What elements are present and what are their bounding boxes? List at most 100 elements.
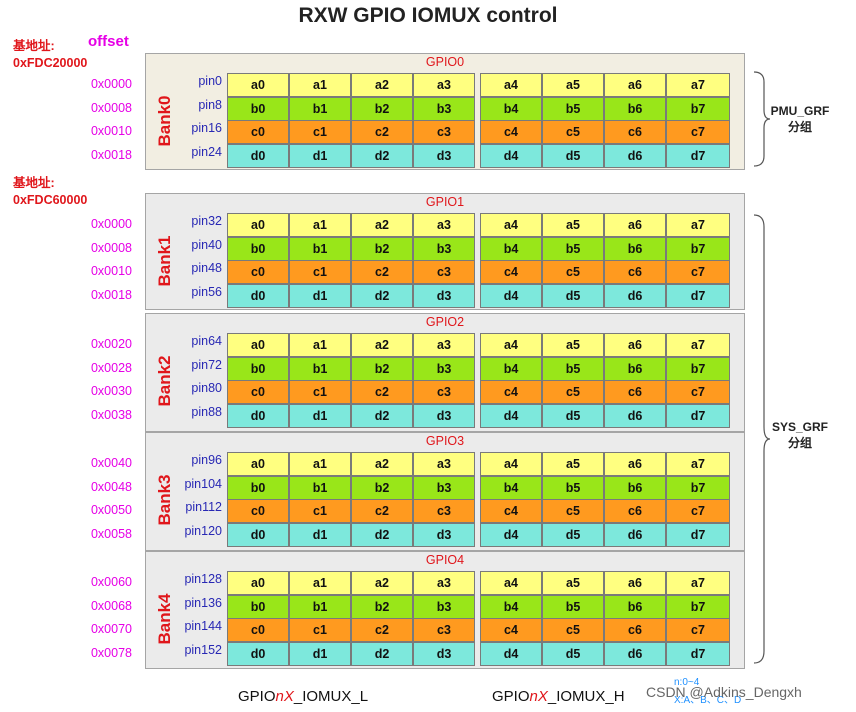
- base-address-1: 基地址: 0xFDC60000: [13, 175, 87, 209]
- iomux-cell: b1: [289, 96, 351, 121]
- iomux-h-em: nX: [529, 688, 548, 705]
- iomux-cell: a4: [480, 333, 542, 357]
- iomux-cell: c6: [604, 120, 666, 144]
- row-offset: 0x0000: [90, 217, 132, 231]
- pin-label: pin80: [191, 381, 222, 395]
- gpio-title: GPIO2: [425, 315, 465, 329]
- row-offset: 0x0018: [90, 287, 132, 302]
- gpio-title: GPIO1: [425, 195, 465, 209]
- iomux-cell: d7: [666, 641, 730, 666]
- iomux-cell: c4: [480, 120, 542, 144]
- iomux-cell: d2: [351, 641, 413, 666]
- iomux-cell: b4: [480, 96, 542, 121]
- iomux-cell: d1: [289, 403, 351, 428]
- iomux-cell: a0: [227, 452, 289, 476]
- iomux-cell: b2: [351, 236, 413, 261]
- iomux-cell: c3: [413, 120, 475, 144]
- iomux-cell: c7: [666, 120, 730, 144]
- iomux-cell: a6: [604, 571, 666, 595]
- pin-label: pin16: [191, 121, 222, 135]
- iomux-cell: a6: [604, 333, 666, 357]
- iomux-cell: c7: [666, 380, 730, 404]
- iomux-cell: d4: [480, 641, 542, 666]
- iomux-cell: b7: [666, 356, 730, 381]
- watermark: CSDN @Adkins_Dengxh: [646, 684, 802, 700]
- iomux-cell: b0: [227, 356, 289, 381]
- row-offset: 0x0008: [90, 240, 132, 255]
- sys-grf-line2: 分组: [787, 436, 812, 450]
- iomux-cell: b2: [351, 475, 413, 500]
- pin-label: pin112: [185, 500, 222, 514]
- iomux-cell: a5: [542, 213, 604, 237]
- iomux-cell: d5: [542, 143, 604, 168]
- pin-label: pin48: [191, 261, 222, 275]
- iomux-cell: a0: [227, 73, 289, 97]
- iomux-cell: d6: [604, 522, 666, 547]
- iomux-cell: a5: [542, 571, 604, 595]
- iomux-l-label: GPIOnX_IOMUX_L: [238, 688, 368, 705]
- iomux-cell: c4: [480, 618, 542, 642]
- iomux-cell: d4: [480, 283, 542, 308]
- iomux-cell: c0: [227, 499, 289, 523]
- iomux-cell: b0: [227, 96, 289, 121]
- iomux-cell: c5: [542, 260, 604, 284]
- iomux-cell: c0: [227, 380, 289, 404]
- iomux-cell: a6: [604, 73, 666, 97]
- iomux-cell: c7: [666, 260, 730, 284]
- iomux-cell: a5: [542, 452, 604, 476]
- iomux-cell: b6: [604, 236, 666, 261]
- iomux-cell: b4: [480, 594, 542, 619]
- iomux-cell: b5: [542, 236, 604, 261]
- iomux-cell: c4: [480, 499, 542, 523]
- iomux-cell: c0: [227, 120, 289, 144]
- iomux-cell: a7: [666, 333, 730, 357]
- iomux-cell: b6: [604, 96, 666, 121]
- iomux-cell: c2: [351, 120, 413, 144]
- row-offset: 0x0018: [90, 147, 132, 162]
- sys-grf-brace: [753, 214, 771, 664]
- row-offset: 0x0078: [90, 645, 132, 660]
- iomux-cell: a1: [289, 333, 351, 357]
- iomux-cell: c4: [480, 260, 542, 284]
- iomux-cell: c6: [604, 380, 666, 404]
- pin-label: pin120: [184, 523, 222, 538]
- iomux-cell: b6: [604, 356, 666, 381]
- iomux-cell: d5: [542, 641, 604, 666]
- iomux-cell: c5: [542, 380, 604, 404]
- iomux-cell: b6: [604, 475, 666, 500]
- iomux-cell: b3: [413, 236, 475, 261]
- row-offset: 0x0038: [90, 407, 132, 422]
- iomux-cell: b1: [289, 594, 351, 619]
- iomux-l-em: nX: [275, 688, 294, 705]
- iomux-cell: d0: [227, 403, 289, 428]
- note-x: X:A、B、C、D: [674, 695, 742, 706]
- row-offset: 0x0060: [90, 575, 132, 589]
- iomux-cell: b0: [227, 594, 289, 619]
- iomux-cell: a3: [413, 452, 475, 476]
- row-offset: 0x0058: [90, 526, 132, 541]
- iomux-cell: b7: [666, 594, 730, 619]
- iomux-cell: d4: [480, 143, 542, 168]
- iomux-cell: d3: [413, 641, 475, 666]
- iomux-cell: d1: [289, 641, 351, 666]
- iomux-cell: c5: [542, 618, 604, 642]
- iomux-cell: d1: [289, 283, 351, 308]
- iomux-cell: c2: [351, 499, 413, 523]
- iomux-cell: d6: [604, 403, 666, 428]
- row-offset: 0x0010: [90, 124, 132, 138]
- iomux-cell: c6: [604, 618, 666, 642]
- iomux-cell: a3: [413, 333, 475, 357]
- iomux-cell: c6: [604, 260, 666, 284]
- iomux-cell: a7: [666, 213, 730, 237]
- pin-label: pin144: [184, 619, 222, 633]
- iomux-cell: a5: [542, 73, 604, 97]
- iomux-cell: d6: [604, 283, 666, 308]
- iomux-cell: d2: [351, 143, 413, 168]
- iomux-cell: a0: [227, 333, 289, 357]
- iomux-cell: b4: [480, 236, 542, 261]
- iomux-cell: a1: [289, 452, 351, 476]
- iomux-cell: a1: [289, 213, 351, 237]
- iomux-cell: a3: [413, 73, 475, 97]
- pin-label: pin40: [191, 237, 222, 252]
- iomux-cell: a2: [351, 571, 413, 595]
